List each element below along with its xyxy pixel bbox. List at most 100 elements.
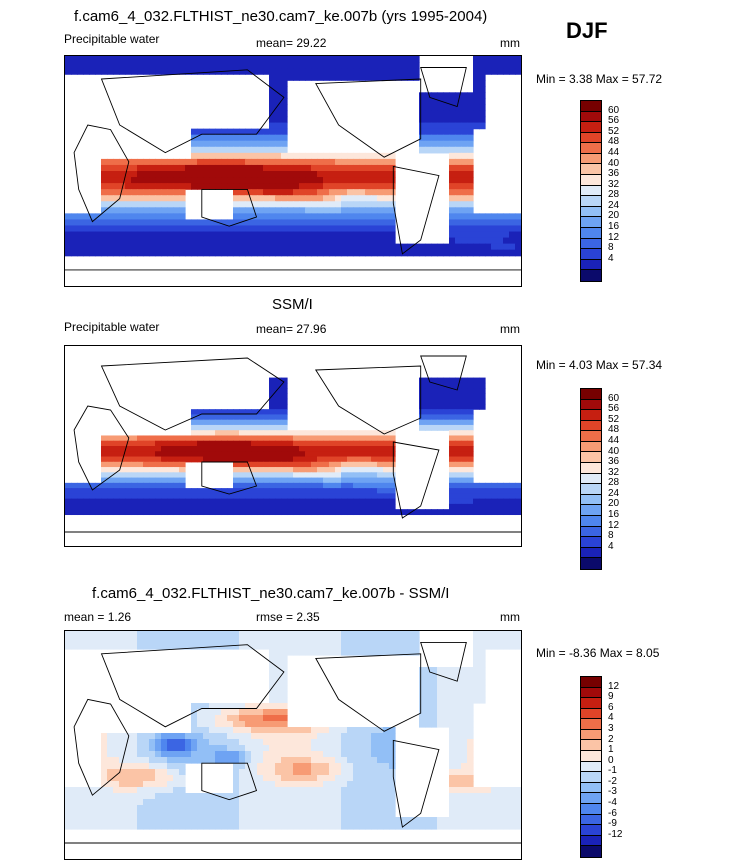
field-cell [197, 62, 204, 69]
field-cell [437, 104, 444, 112]
field-cell [467, 781, 474, 788]
field-cell [377, 62, 384, 69]
field-cell [227, 451, 234, 458]
field-cell [107, 509, 114, 516]
field-cell [467, 225, 474, 233]
field-cell [347, 751, 354, 758]
field-cell [107, 739, 114, 746]
field-cell [197, 430, 204, 437]
field-cell [335, 177, 342, 184]
field-cell [269, 498, 276, 505]
field-cell [461, 509, 468, 516]
field-cell [317, 775, 324, 782]
field-cell [311, 498, 318, 505]
field-cell [197, 637, 204, 644]
field-cell [473, 80, 480, 87]
field-cell [107, 225, 114, 233]
field-cell [251, 715, 258, 722]
field-cell [137, 811, 144, 818]
field-cell [125, 811, 132, 818]
field-cell [179, 171, 186, 178]
field-cell [227, 751, 234, 758]
colorbar-tick-label: -9 [608, 818, 617, 830]
field-cell [257, 440, 264, 447]
field-cell [251, 56, 258, 63]
field-cell [203, 823, 210, 830]
field-cell [395, 249, 402, 257]
field-cell [203, 56, 210, 63]
field-cell [263, 805, 270, 812]
field-cell [323, 152, 330, 160]
field-cell [329, 745, 336, 752]
field-cell [227, 446, 234, 452]
field-cell [89, 62, 96, 69]
panel1-units: mm [500, 36, 520, 50]
field-cell [101, 482, 108, 489]
field-cell [203, 643, 210, 650]
field-cell [95, 637, 102, 644]
field-cell [281, 787, 288, 794]
field-cell [467, 146, 474, 154]
field-cell [287, 805, 294, 812]
field-cell [197, 811, 204, 818]
field-cell [275, 419, 282, 426]
field-cell [239, 781, 246, 788]
field-cell [275, 377, 282, 384]
colorbar-tick-label: 60 [608, 104, 620, 116]
field-cell [455, 733, 462, 740]
field-cell [173, 237, 180, 245]
field-cell [239, 451, 246, 458]
field-cell [467, 164, 474, 172]
field-cell [191, 146, 198, 154]
field-cell [293, 440, 300, 447]
field-cell [107, 56, 114, 63]
field-cell [353, 631, 360, 638]
field-cell [209, 823, 216, 830]
field-cell [125, 493, 132, 500]
field-cell [329, 456, 336, 463]
field-cell [425, 388, 432, 394]
field-cell [389, 805, 396, 812]
field-cell [83, 631, 90, 638]
field-cell [467, 745, 474, 752]
field-cell [359, 823, 366, 830]
field-cell [143, 751, 150, 758]
field-cell [377, 213, 384, 221]
coastline [73, 698, 130, 796]
field-cell [209, 231, 216, 239]
coastline [420, 67, 467, 108]
field-cell [143, 805, 150, 812]
field-cell [155, 757, 162, 764]
field-cell [455, 745, 462, 752]
field-cell [251, 195, 258, 202]
field-cell [215, 430, 222, 437]
field-cell [149, 237, 156, 245]
field-cell [137, 243, 144, 251]
field-cell [347, 171, 354, 178]
field-cell [389, 56, 396, 63]
field-cell [365, 243, 372, 251]
field-cell [71, 823, 78, 830]
field-cell [221, 237, 228, 245]
field-cell [227, 128, 234, 136]
field-cell [137, 195, 144, 202]
field-cell [119, 201, 126, 208]
field-cell [293, 477, 300, 484]
field-cell [449, 509, 456, 516]
field-cell [179, 231, 186, 239]
field-cell [383, 219, 390, 227]
field-cell [305, 787, 312, 794]
field-cell [185, 509, 192, 516]
field-cell [209, 643, 216, 650]
field-cell [383, 509, 390, 516]
field-cell [461, 498, 468, 505]
field-cell [209, 793, 216, 800]
field-cell [377, 733, 384, 740]
field-cell [365, 451, 372, 458]
field-cell [161, 201, 168, 208]
field-cell [473, 104, 480, 112]
field-cell [503, 498, 510, 505]
field-cell [317, 231, 324, 239]
field-cell [407, 68, 414, 75]
field-cell [389, 440, 396, 447]
